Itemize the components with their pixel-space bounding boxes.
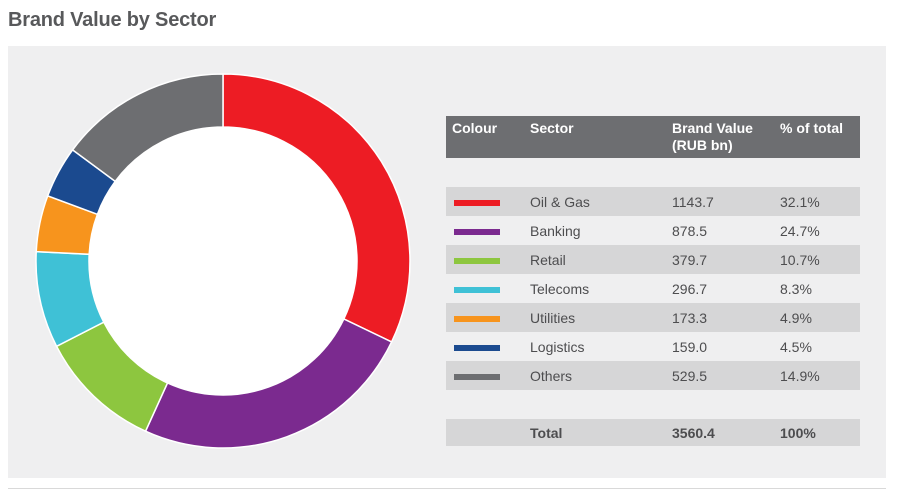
colour-swatch-cell (446, 303, 524, 332)
brand-value-cell: 1143.7 (666, 187, 774, 216)
brand-value-cell: 173.3 (666, 303, 774, 332)
table-row: Utilities 173.3 4.9% (446, 303, 860, 332)
header-brand-value-line1: Brand Value (672, 120, 753, 136)
legend-table: Colour Sector Brand Value (RUB bn) % of … (446, 116, 860, 446)
percent-cell: 14.9% (774, 361, 860, 390)
colour-swatch-cell (446, 274, 524, 303)
total-label: Total (524, 419, 666, 446)
brand-value-cell: 878.5 (666, 216, 774, 245)
percent-cell: 4.5% (774, 332, 860, 361)
colour-swatch (454, 228, 500, 235)
header-sector: Sector (524, 116, 666, 158)
percent-cell: 4.9% (774, 303, 860, 332)
divider (8, 488, 886, 489)
brand-value-cell: 159.0 (666, 332, 774, 361)
total-value: 3560.4 (666, 419, 774, 446)
colour-swatch (454, 286, 500, 293)
chart-title: Brand Value by Sector (8, 9, 217, 31)
percent-cell: 8.3% (774, 274, 860, 303)
table-header-row: Colour Sector Brand Value (RUB bn) % of … (446, 116, 860, 158)
sector-cell: Oil & Gas (524, 187, 666, 216)
percent-cell: 10.7% (774, 245, 860, 274)
brand-value-cell: 379.7 (666, 245, 774, 274)
sector-cell: Others (524, 361, 666, 390)
table-row: Telecoms 296.7 8.3% (446, 274, 860, 303)
percent-cell: 32.1% (774, 187, 860, 216)
sector-cell: Retail (524, 245, 666, 274)
colour-swatch-cell (446, 361, 524, 390)
brand-value-cell: 529.5 (666, 361, 774, 390)
brand-value-cell: 296.7 (666, 274, 774, 303)
colour-swatch-cell (446, 332, 524, 361)
total-row: Total 3560.4 100% (446, 419, 860, 446)
colour-swatch (454, 373, 500, 380)
sector-cell: Logistics (524, 332, 666, 361)
table-row: Others 529.5 14.9% (446, 361, 860, 390)
table-row: Oil & Gas 1143.7 32.1% (446, 187, 860, 216)
colour-swatch (454, 199, 500, 206)
table-row: Banking 878.5 24.7% (446, 216, 860, 245)
colour-swatch-cell (446, 187, 524, 216)
header-colour: Colour (446, 116, 524, 158)
sector-cell: Utilities (524, 303, 666, 332)
header-percent: % of total (774, 116, 860, 158)
donut-hole (89, 127, 357, 395)
total-percent: 100% (774, 419, 860, 446)
colour-swatch (454, 344, 500, 351)
colour-swatch (454, 257, 500, 264)
total-swatch-cell (446, 419, 524, 446)
table-row: Logistics 159.0 4.5% (446, 332, 860, 361)
sector-cell: Telecoms (524, 274, 666, 303)
colour-swatch-cell (446, 245, 524, 274)
colour-swatch (454, 315, 500, 322)
sector-cell: Banking (524, 216, 666, 245)
header-brand-value-line2: (RUB bn) (672, 137, 733, 153)
colour-swatch-cell (446, 216, 524, 245)
donut-chart (35, 73, 411, 449)
header-brand-value: Brand Value (RUB bn) (666, 116, 774, 158)
percent-cell: 24.7% (774, 216, 860, 245)
table-row: Retail 379.7 10.7% (446, 245, 860, 274)
